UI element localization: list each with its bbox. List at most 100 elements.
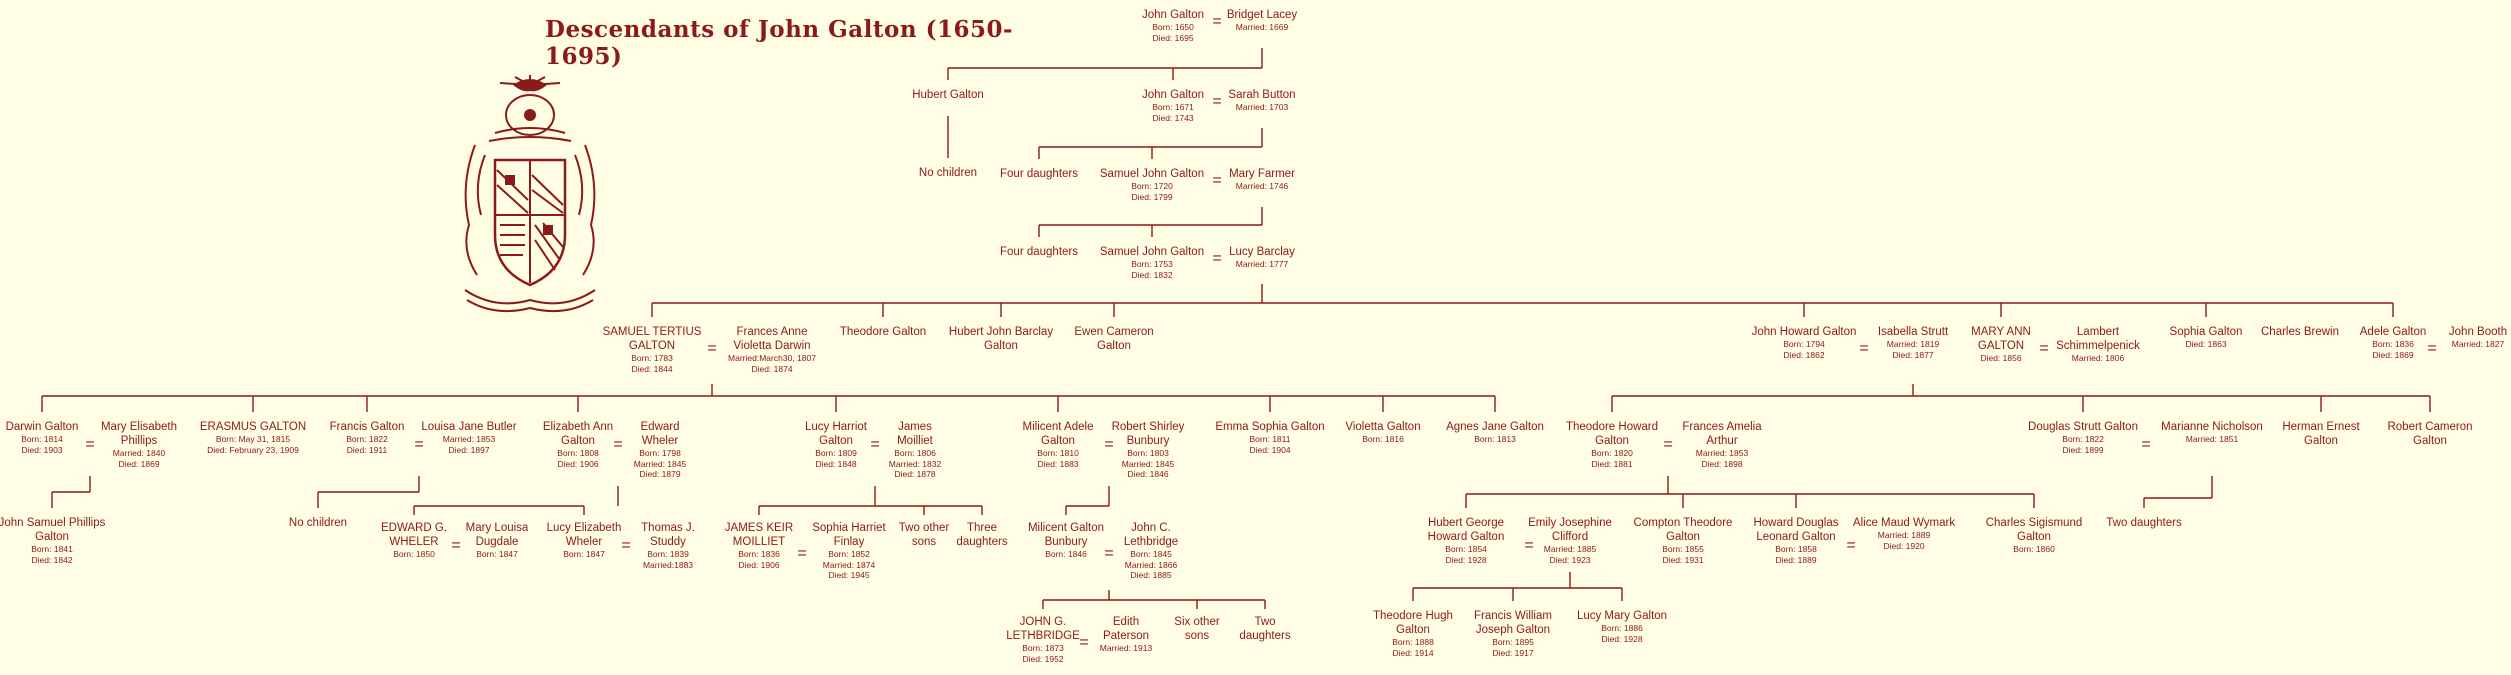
person-date: Died: 1848 bbox=[815, 458, 857, 469]
person-name: Wheler bbox=[641, 435, 679, 447]
person-two-daughters-2: Two daughters bbox=[1195, 615, 1335, 643]
marriage-sign: = bbox=[1663, 436, 1673, 453]
person-date: Died: February 23, 1909 bbox=[207, 444, 299, 455]
person-date: Died: 1832 bbox=[1131, 269, 1173, 280]
person-date: Born: 1836 bbox=[2372, 339, 2414, 349]
person-four-daughters-1: Four daughters bbox=[969, 167, 1109, 181]
person-date: Married: 1889 bbox=[1877, 530, 1931, 540]
person-name: Francis Galton bbox=[329, 421, 405, 433]
person-date: Born: 1809 bbox=[815, 448, 857, 458]
marriage-sign: = bbox=[1212, 93, 1222, 110]
person-frances-anne: Frances Anne Violetta Darwin Married:March… bbox=[702, 325, 842, 374]
coat-of-arms-icon bbox=[464, 75, 596, 313]
person-date: Born: 1816 bbox=[1362, 434, 1404, 444]
person-date: Married: 1851 bbox=[2185, 434, 2239, 444]
person-date: Born: May 31, 1815 bbox=[215, 434, 291, 444]
person-date: Born: 1806 bbox=[894, 448, 936, 458]
person-hubert-galton: Hubert Galton bbox=[878, 88, 1018, 102]
person-date: Died: 1898 bbox=[1701, 458, 1743, 469]
person-name: Galton bbox=[1041, 435, 1075, 447]
person-name: Bunbury bbox=[1126, 435, 1170, 447]
person-name: Edith bbox=[1112, 616, 1140, 628]
person-date: Born: 1810 bbox=[1037, 448, 1079, 458]
person-ewen-cameron: Ewen Cameron Galton bbox=[1044, 325, 1184, 353]
person-lucy-harriot: Lucy Harriot Galton Born: 1809 Died: 1848 bbox=[766, 420, 906, 469]
person-name: Galton bbox=[2413, 435, 2447, 447]
person-name: Thomas J. bbox=[641, 522, 695, 534]
person-charles-sigismund: Charles Sigismund Galton Born: 1860 bbox=[1964, 516, 2104, 555]
person-name: Sarah Button bbox=[1228, 89, 1296, 101]
person-date: Died: 1842 bbox=[31, 554, 73, 565]
person-date: Died: 1903 bbox=[21, 444, 63, 455]
person-mary-louisa: Mary Louisa Dugdale Born: 1847 bbox=[427, 521, 567, 560]
marriage-sign: = bbox=[1079, 634, 1089, 651]
person-name: EDWARD G. bbox=[380, 522, 448, 534]
person-name: Galton bbox=[2017, 531, 2051, 543]
marriage-sign: = bbox=[870, 436, 880, 453]
marriage-sign: = bbox=[2427, 340, 2437, 357]
person-date: Born: 1895 bbox=[1492, 637, 1534, 647]
person-date: Died: 1889 bbox=[1775, 554, 1817, 565]
person-date: Married: 1827 bbox=[2451, 339, 2505, 349]
person-marianne-nicholson: Marianne Nicholson Married: 1851 bbox=[2142, 420, 2282, 445]
person-two-other-sons: Two other sons bbox=[854, 521, 994, 549]
person-milicent-bunbury: Milicent Galton Bunbury Born: 1846 bbox=[996, 521, 1136, 560]
person-name: John Booth bbox=[2448, 326, 2508, 338]
person-john-galton-1650: John Galton Born: 1650 Died: 1695 bbox=[1103, 8, 1243, 43]
marriage-sign: = bbox=[1104, 436, 1114, 453]
person-date: Married: 1669 bbox=[1235, 22, 1289, 32]
person-name: Two other bbox=[898, 522, 950, 534]
marriage-sign: = bbox=[1212, 13, 1222, 30]
person-name: daughters bbox=[1239, 630, 1291, 642]
person-date: Born: 1860 bbox=[2013, 544, 2055, 554]
person-name: Theodore Galton bbox=[839, 326, 927, 338]
person-erasmus-galton: ERASMUS GALTON Born: May 31, 1815 Died: Fe… bbox=[183, 420, 323, 455]
person-name: Charles Brewin bbox=[2261, 326, 2339, 338]
marriage-sign: = bbox=[2039, 340, 2049, 357]
person-date: Born: 1847 bbox=[476, 549, 518, 559]
marriage-sign: = bbox=[613, 436, 623, 453]
person-hubert-george: Hubert George Howard Galton Born: 1854 Died… bbox=[1396, 516, 1536, 565]
person-date: Died: 1945 bbox=[828, 570, 870, 580]
person-date: Died: 1862 bbox=[1783, 349, 1825, 360]
marriage-sign: = bbox=[1859, 340, 1869, 357]
person-name: Leonard Galton bbox=[1756, 531, 1836, 543]
person-date: Born: 1888 bbox=[1392, 637, 1434, 647]
person-date: Born: 1794 bbox=[1783, 339, 1825, 349]
marriage-sign: = bbox=[707, 340, 717, 357]
person-name: No children bbox=[288, 517, 348, 529]
person-date: Died: 1877 bbox=[1892, 349, 1934, 360]
person-samuel-tertius: SAMUEL TERTIUS GALTON Born: 1783 Died: 1844 bbox=[582, 325, 722, 374]
person-date: Died: 1897 bbox=[448, 444, 490, 455]
person-robert-shirley: Robert Shirley Bunbury Born: 1803 Married: … bbox=[1078, 420, 1218, 480]
person-name: Lucy Barclay bbox=[1229, 246, 1295, 258]
person-name: Bridget Lacey bbox=[1226, 9, 1298, 21]
person-hubert-john-barclay: Hubert John Barclay Galton bbox=[931, 325, 1071, 353]
person-name: ERASMUS GALTON bbox=[199, 421, 307, 433]
person-name: John C. bbox=[1131, 522, 1171, 534]
person-name: Lucy Mary Galton bbox=[1576, 610, 1668, 622]
person-date: Died: 1899 bbox=[2062, 444, 2104, 455]
person-frances-amelia: Frances Amelia Arthur Married: 1853 Died: 1… bbox=[1652, 420, 1792, 469]
person-date: Born: 1803 bbox=[1127, 448, 1169, 458]
person-date: Born: 1858 bbox=[1775, 544, 1817, 554]
person-date: Married: 1845 bbox=[1121, 458, 1175, 469]
marriage-sign: = bbox=[1524, 537, 1534, 554]
person-date: Died: 1906 bbox=[738, 559, 780, 570]
person-date: Married:March30, 1807 bbox=[728, 353, 816, 363]
person-date: Born: 1720 bbox=[1131, 181, 1173, 191]
person-date: Married:1883 bbox=[642, 559, 694, 570]
person-date: Married: 1777 bbox=[1235, 259, 1289, 269]
person-date: Born: 1847 bbox=[563, 549, 605, 559]
person-name: Emily Josephine bbox=[1528, 517, 1612, 529]
person-name: JAMES KEIR bbox=[724, 522, 794, 534]
person-date: Born: 1836 bbox=[738, 549, 780, 559]
marriage-sign: = bbox=[2141, 436, 2151, 453]
person-name: Milicent Adele bbox=[1022, 421, 1094, 433]
person-date: Born: 1855 bbox=[1662, 544, 1704, 554]
person-adele-galton: Adele Galton Born: 1836 Died: 1869 bbox=[2323, 325, 2463, 360]
marriage-sign: = bbox=[414, 436, 424, 453]
person-no-children-francis: No children bbox=[248, 516, 388, 530]
person-name: John Galton bbox=[1141, 89, 1204, 101]
person-date: Married: 1885 bbox=[1543, 544, 1597, 554]
